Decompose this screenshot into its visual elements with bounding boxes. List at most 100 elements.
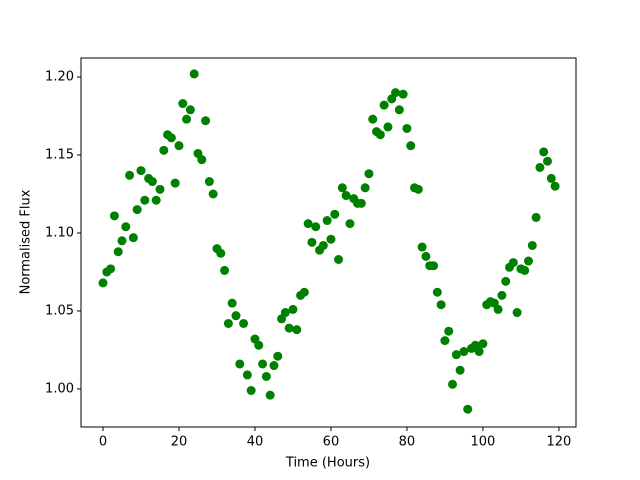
data-point <box>432 287 442 297</box>
data-point <box>128 233 138 243</box>
data-point <box>132 205 142 215</box>
data-point <box>535 162 545 172</box>
data-point <box>455 365 465 375</box>
data-point <box>394 105 404 115</box>
data-point <box>242 370 252 380</box>
data-point <box>417 242 427 252</box>
x-tick-label: 100 <box>471 435 496 450</box>
data-point <box>254 340 264 350</box>
data-point <box>151 195 161 205</box>
data-point <box>185 105 195 115</box>
data-point <box>220 265 230 275</box>
data-point <box>223 318 233 328</box>
x-tick-label: 20 <box>171 435 188 450</box>
data-point <box>527 240 537 250</box>
data-point <box>288 304 298 314</box>
data-point <box>159 145 169 155</box>
data-point <box>117 236 127 246</box>
data-point <box>391 88 401 98</box>
data-point <box>280 308 290 318</box>
data-point <box>379 100 389 110</box>
data-point <box>451 350 461 360</box>
data-point <box>261 371 271 381</box>
data-point <box>429 261 439 271</box>
data-point <box>524 256 534 266</box>
data-point <box>543 156 553 166</box>
data-point <box>269 361 279 371</box>
data-point <box>201 116 211 126</box>
data-point <box>197 155 207 165</box>
data-point <box>356 198 366 208</box>
data-point <box>303 219 313 229</box>
data-point <box>345 219 355 229</box>
data-point <box>170 178 180 188</box>
data-point <box>109 211 119 221</box>
x-tick-label: 80 <box>399 435 416 450</box>
data-point <box>155 184 165 194</box>
data-point <box>113 247 123 257</box>
data-point <box>493 304 503 314</box>
data-point <box>204 177 214 187</box>
data-point <box>546 173 556 183</box>
data-point <box>463 404 473 414</box>
data-point <box>208 189 218 199</box>
data-point <box>334 254 344 264</box>
data-point <box>136 166 146 176</box>
data-point <box>125 170 135 180</box>
data-point <box>440 336 450 346</box>
data-point <box>448 379 458 389</box>
y-tick-label: 1.05 <box>45 303 74 318</box>
data-point <box>166 133 176 143</box>
x-tick-label: 60 <box>323 435 340 450</box>
data-point <box>258 359 268 369</box>
data-point <box>106 264 116 274</box>
data-point <box>436 300 446 310</box>
x-tick-label: 40 <box>247 435 264 450</box>
data-point <box>174 141 184 151</box>
data-point <box>318 240 328 250</box>
data-point <box>140 195 150 205</box>
y-tick-label: 1.00 <box>45 381 74 396</box>
data-point <box>121 222 131 232</box>
data-point <box>189 69 199 79</box>
data-point <box>360 183 370 193</box>
data-point <box>520 265 530 275</box>
plot-frame <box>80 57 577 428</box>
data-point <box>273 351 283 361</box>
y-tick-label: 1.15 <box>45 148 74 163</box>
y-tick-label: 1.20 <box>45 70 74 85</box>
data-point <box>246 386 256 396</box>
data-point <box>531 212 541 222</box>
data-point <box>368 114 378 124</box>
data-point <box>478 339 488 349</box>
data-point <box>98 278 108 288</box>
data-point <box>550 181 560 191</box>
data-point <box>364 169 374 179</box>
x-axis-label: Time (Hours) <box>285 456 370 471</box>
data-point <box>322 216 332 226</box>
data-point <box>459 347 469 357</box>
data-point <box>265 390 275 400</box>
data-point <box>444 326 454 336</box>
data-point <box>216 248 226 258</box>
data-point <box>398 89 408 99</box>
data-point <box>284 323 294 333</box>
data-point <box>406 141 416 151</box>
data-point <box>235 359 245 369</box>
data-point <box>539 147 549 157</box>
data-point <box>178 99 188 109</box>
data-point <box>182 114 192 124</box>
data-point <box>341 191 351 201</box>
data-point <box>147 177 157 187</box>
data-point <box>508 258 518 268</box>
data-point <box>231 311 241 321</box>
data-point <box>311 222 321 232</box>
data-point <box>512 308 522 318</box>
data-point <box>337 183 347 193</box>
data-point <box>413 184 423 194</box>
y-tick-label: 1.10 <box>45 225 74 240</box>
data-point <box>474 347 484 357</box>
